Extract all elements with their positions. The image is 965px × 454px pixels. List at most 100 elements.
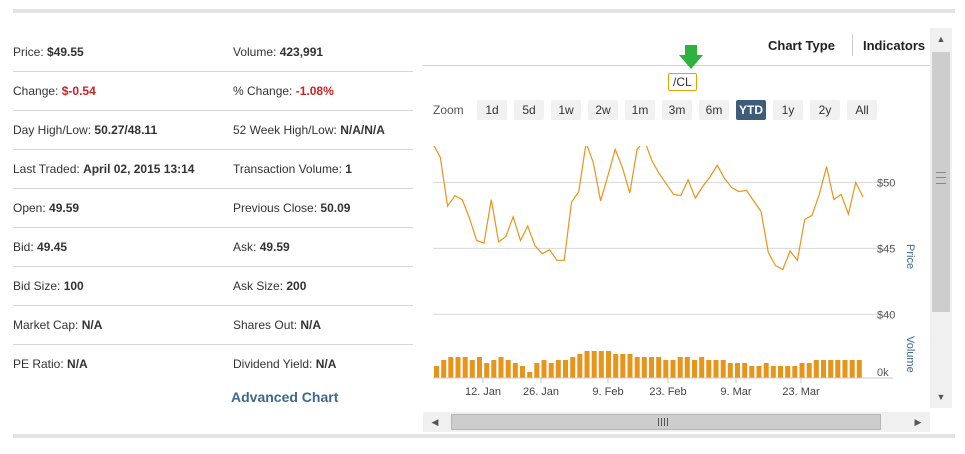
field-value: -1.08% (295, 84, 334, 98)
volume-bar (477, 357, 482, 378)
volume-bar (563, 360, 568, 378)
scroll-right-icon[interactable]: ▶ (914, 417, 922, 427)
field-label: Volume: (233, 45, 277, 59)
toolbar-separator (852, 34, 853, 56)
volume-bar (512, 363, 518, 378)
field-value: April 02, 2015 13:14 (83, 162, 195, 176)
left-cell: Day High/Low: 50.27/48.11 (13, 123, 157, 137)
right-cell: Transaction Volume: 1 (233, 162, 352, 176)
field-label: Shares Out: (233, 318, 298, 332)
x-tick-label: 9. Mar (720, 386, 752, 398)
zoom-ytd-button[interactable]: YTD (736, 100, 766, 120)
down-arrow-icon (679, 45, 703, 69)
field-value: $-0.54 (61, 84, 96, 98)
scroll-left-icon[interactable]: ◀ (431, 417, 439, 427)
field-value: N/A (81, 318, 103, 332)
zoom-all-button[interactable]: All (847, 100, 877, 120)
left-cell: Last Traded: April 02, 2015 13:14 (13, 162, 194, 176)
zoom-6m-button[interactable]: 6m (699, 100, 729, 120)
volume-bar (849, 360, 855, 378)
zoom-1w-button[interactable]: 1w (551, 100, 581, 120)
right-cell: Ask: 49.59 (233, 240, 290, 254)
right-cell: Volume: 423,991 (233, 45, 323, 59)
volume-bar (469, 360, 475, 378)
zoom-5d-button[interactable]: 5d (514, 100, 544, 120)
field-label: Price: (13, 45, 44, 59)
volume-bar (606, 351, 611, 378)
volume-bar (742, 363, 748, 378)
field-label: PE Ratio: (13, 357, 64, 371)
quote-row: Open: 49.59 Previous Close: 50.09 (13, 189, 413, 228)
top-divider (13, 9, 955, 13)
volume-bar (656, 357, 662, 378)
volume-bar (627, 354, 633, 378)
right-cell: 52 Week High/Low: N/A/N/A (233, 123, 385, 137)
zoom-2w-button[interactable]: 2w (588, 100, 618, 120)
left-cell: Price: $49.55 (13, 45, 84, 59)
volume-bar (448, 357, 454, 378)
volume-bar (821, 360, 826, 378)
bottom-divider (13, 434, 955, 438)
volume-bar (498, 357, 504, 378)
horizontal-scrollbar[interactable]: ◀ ▶ (423, 412, 930, 432)
volume-bar (806, 363, 812, 378)
field-value: $49.55 (47, 45, 84, 59)
scroll-down-icon[interactable]: ▼ (936, 392, 946, 402)
volume-bar (828, 360, 834, 378)
zoom-2y-button[interactable]: 2y (810, 100, 840, 120)
x-tick-label: 26. Jan (523, 386, 559, 398)
volume-bar (620, 354, 626, 378)
field-value: N/A (67, 357, 88, 371)
horizontal-scroll-thumb[interactable] (451, 414, 881, 430)
zoom-1m-button[interactable]: 1m (625, 100, 655, 120)
field-value: 49.59 (49, 201, 80, 215)
grip-icon (936, 172, 946, 184)
field-label: Ask Size: (233, 279, 284, 293)
field-value: 1 (345, 162, 352, 176)
indicators-button[interactable]: Indicators (863, 38, 926, 53)
volume-bar (434, 366, 439, 378)
quote-row: Bid: 49.45 Ask: 49.59 (13, 228, 413, 267)
volume-bar (813, 360, 819, 378)
quote-row: PE Ratio: N/A Dividend Yield: N/A (13, 345, 413, 383)
field-value: N/A/N/A (340, 123, 385, 137)
field-label: % Change: (233, 84, 293, 98)
field-value: 200 (286, 279, 307, 293)
x-tick-label: 23. Mar (782, 386, 820, 398)
field-label: Bid Size: (13, 279, 61, 293)
field-value: 50.27/48.11 (94, 123, 158, 137)
field-label: Last Traded: (13, 162, 80, 176)
x-tick-label: 12. Jan (465, 386, 501, 398)
left-cell: Bid: 49.45 (13, 240, 67, 254)
vertical-scrollbar[interactable]: ▲ ▼ (930, 28, 952, 408)
chart-type-button[interactable]: Chart Type (768, 38, 835, 53)
field-label: Day High/Low: (13, 123, 92, 137)
volume-bar (749, 366, 755, 378)
toolbar-divider (423, 65, 930, 66)
volume-bar (663, 360, 669, 378)
volume-bar (584, 351, 590, 378)
volume-bar (720, 360, 726, 378)
volume-bar (591, 351, 597, 378)
field-label: Previous Close: (233, 201, 318, 215)
price-series-line (433, 146, 864, 271)
x-tick-label: 23. Feb (649, 386, 686, 398)
zoom-1d-button[interactable]: 1d (477, 100, 507, 120)
quote-row: Price: $49.55 Volume: 423,991 (13, 33, 413, 72)
volume-bar (541, 360, 547, 378)
volume-bar (455, 357, 461, 378)
y-tick-label: $40 (877, 309, 895, 321)
volume-bar (598, 351, 604, 378)
volume-bar (548, 363, 554, 378)
vertical-scroll-thumb[interactable] (932, 52, 950, 312)
y-tick-label: $45 (877, 243, 895, 255)
zoom-1y-button[interactable]: 1y (773, 100, 803, 120)
scroll-up-icon[interactable]: ▲ (936, 34, 946, 44)
zoom-3m-button[interactable]: 3m (662, 100, 692, 120)
field-label: Market Cap: (13, 318, 79, 332)
volume-bar (534, 363, 540, 378)
advanced-chart-link[interactable]: Advanced Chart (231, 389, 339, 405)
symbol-tag: /CL (668, 73, 697, 91)
volume-bar (756, 366, 762, 378)
field-value: 100 (63, 279, 84, 293)
